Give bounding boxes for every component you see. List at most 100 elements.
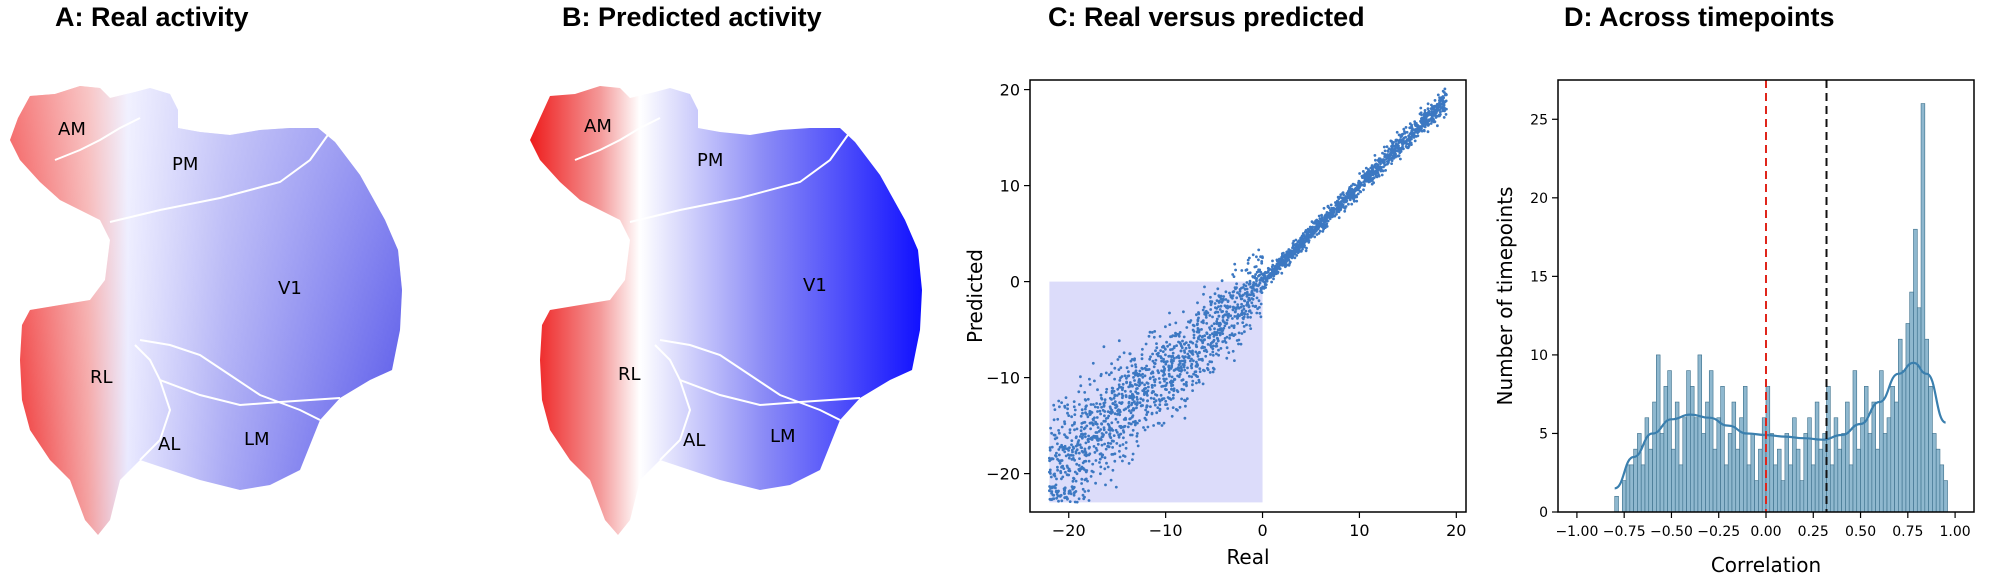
scatter-point xyxy=(1103,398,1107,402)
scatter-point xyxy=(1086,437,1090,441)
scatter-point xyxy=(1304,249,1308,253)
histogram-bar xyxy=(1867,433,1873,513)
scatter-point xyxy=(1072,400,1076,403)
scatter-point xyxy=(1083,490,1087,493)
scatter-point xyxy=(1095,435,1099,438)
scatter-point xyxy=(1053,472,1056,476)
scatter-point xyxy=(1098,402,1102,406)
scatter-point xyxy=(1118,379,1122,382)
scatter-point xyxy=(1086,479,1089,483)
histogram-bar xyxy=(1818,448,1824,513)
scatter-point xyxy=(1393,155,1397,159)
scatter-point xyxy=(1087,499,1091,502)
scatter-point xyxy=(1072,493,1076,497)
scatter-point xyxy=(1235,314,1239,318)
scatter-point xyxy=(1122,351,1126,355)
scatter-point xyxy=(1187,343,1190,347)
scatter-point xyxy=(1103,456,1107,460)
scatter-point xyxy=(1093,405,1097,409)
scatter-point xyxy=(1146,399,1149,402)
scatter-point xyxy=(1381,151,1384,155)
scatter-point xyxy=(1166,344,1169,348)
scatter-point xyxy=(1171,354,1174,358)
histogram-bar xyxy=(1712,448,1718,513)
scatter-point xyxy=(1195,313,1198,317)
scatter-point xyxy=(1116,387,1120,391)
scatter-point xyxy=(1239,297,1243,301)
scatter-point xyxy=(1250,311,1253,315)
scatter-point xyxy=(1254,273,1257,276)
scatter-point xyxy=(1231,273,1235,276)
histogram-bar xyxy=(1807,417,1812,513)
scatter-point xyxy=(1208,328,1212,331)
scatter-point xyxy=(1102,428,1106,432)
histogram-y-tick-label: 0 xyxy=(1539,505,1548,521)
histogram-bar xyxy=(1905,323,1911,513)
histogram-x-tick-label: 0.75 xyxy=(1892,524,1923,540)
scatter-point xyxy=(1120,401,1124,404)
scatter-point xyxy=(1235,296,1239,300)
scatter-point xyxy=(1128,383,1132,387)
scatter-point xyxy=(1231,294,1235,297)
scatter-point xyxy=(1394,152,1397,156)
scatter-point xyxy=(1080,482,1083,485)
scatter-point xyxy=(1180,379,1184,382)
scatter-point xyxy=(1153,330,1157,333)
scatter-point xyxy=(1141,367,1144,371)
scatter-point xyxy=(1390,162,1393,166)
panel-a-title: A: Real activity xyxy=(55,2,249,32)
scatter-point xyxy=(1155,393,1159,397)
scatter-point xyxy=(1210,345,1213,349)
scatter-point xyxy=(1067,456,1071,460)
scatter-point xyxy=(1255,255,1258,259)
scatter-point xyxy=(1192,372,1195,376)
scatter-point xyxy=(1081,411,1084,415)
scatter-point xyxy=(1183,361,1187,364)
scatter-point xyxy=(1121,459,1124,463)
scatter-point xyxy=(1060,425,1064,429)
histogram-bar xyxy=(1629,464,1634,513)
scatter-point xyxy=(1224,290,1228,294)
histogram-bar xyxy=(1746,464,1752,513)
scatter-point xyxy=(1242,307,1246,311)
scatter-point xyxy=(1052,433,1056,437)
scatter-point xyxy=(1141,399,1145,402)
scatter-point xyxy=(1083,391,1087,394)
scatter-point xyxy=(1138,419,1141,422)
histogram-bar xyxy=(1724,464,1729,513)
scatter-point xyxy=(1084,405,1088,409)
histogram-x-tick-label: −0.50 xyxy=(1650,524,1693,540)
scatter-point xyxy=(1099,412,1102,416)
scatter-point xyxy=(1068,446,1071,450)
scatter-point xyxy=(1212,322,1216,325)
scatter-point xyxy=(1104,371,1108,375)
scatter-point xyxy=(1168,323,1172,326)
scatter-point xyxy=(1245,323,1248,327)
scatter-point xyxy=(1138,369,1142,373)
scatter-point xyxy=(1339,193,1343,197)
histogram-bar xyxy=(1690,386,1695,513)
histogram-bar xyxy=(1871,401,1876,513)
scatter-point xyxy=(1078,403,1081,406)
scatter-point xyxy=(1048,446,1052,450)
scatter-point xyxy=(1146,425,1150,429)
scatter-point xyxy=(1181,339,1184,343)
histogram-bar xyxy=(1909,291,1914,513)
scatter-point xyxy=(1056,442,1059,446)
scatter-point xyxy=(1162,360,1166,364)
histogram-bar xyxy=(1727,433,1733,513)
scatter-point xyxy=(1150,331,1154,334)
histogram-x-axis-label: Correlation xyxy=(1711,553,1821,576)
histogram-bar xyxy=(1667,370,1672,513)
scatter-point xyxy=(1163,373,1166,376)
scatter-point xyxy=(1080,477,1084,481)
scatter-point xyxy=(1240,269,1244,272)
scatter-point xyxy=(1433,99,1437,102)
scatter-point xyxy=(1104,419,1107,423)
scatter-point xyxy=(1136,398,1139,401)
histogram-bar xyxy=(1644,417,1650,513)
scatter-point xyxy=(1355,199,1359,203)
scatter-point xyxy=(1092,403,1095,406)
histogram-bar xyxy=(1678,464,1684,513)
scatter-point xyxy=(1171,351,1175,355)
